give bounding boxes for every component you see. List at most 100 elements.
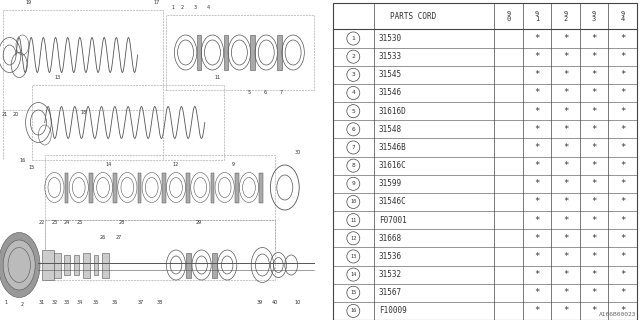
Text: 18: 18 (80, 110, 86, 115)
Text: 23: 23 (51, 220, 58, 225)
Bar (54, 252, 61, 277)
Text: F10009: F10009 (379, 307, 406, 316)
Text: *: * (591, 252, 596, 261)
Text: *: * (591, 234, 596, 243)
Text: 14: 14 (350, 272, 356, 277)
Text: *: * (591, 89, 596, 98)
Text: *: * (620, 252, 625, 261)
Text: *: * (534, 107, 540, 116)
Text: *: * (591, 288, 596, 297)
Text: *: * (563, 70, 568, 79)
Text: 9
0: 9 0 (506, 11, 511, 22)
Text: 2: 2 (21, 302, 24, 308)
Bar (65, 172, 68, 203)
Text: *: * (620, 125, 625, 134)
Text: 15: 15 (350, 290, 356, 295)
Text: *: * (591, 125, 596, 134)
Text: 36: 36 (112, 300, 118, 305)
Text: 19: 19 (26, 0, 32, 5)
Text: 40: 40 (272, 300, 278, 305)
Text: 3: 3 (194, 5, 196, 10)
Text: *: * (620, 52, 625, 61)
Text: 31548: 31548 (379, 125, 402, 134)
Text: *: * (620, 179, 625, 188)
Text: 31536: 31536 (379, 252, 402, 261)
Text: 10: 10 (294, 300, 301, 305)
Text: 31532: 31532 (379, 270, 402, 279)
Text: 25: 25 (77, 220, 83, 225)
Text: 11: 11 (214, 75, 221, 80)
Text: *: * (563, 216, 568, 225)
Text: 1: 1 (5, 300, 8, 305)
Text: 9
2: 9 2 (563, 11, 568, 22)
Bar (83, 252, 90, 277)
Text: 31599: 31599 (379, 179, 402, 188)
Text: 7: 7 (280, 90, 283, 95)
Text: *: * (620, 89, 625, 98)
Text: *: * (591, 143, 596, 152)
Text: 27: 27 (115, 235, 122, 240)
Text: 5: 5 (248, 90, 251, 95)
Text: 7: 7 (351, 145, 355, 150)
Text: 1: 1 (351, 36, 355, 41)
Text: 29: 29 (195, 220, 202, 225)
Text: *: * (591, 70, 596, 79)
Text: 15: 15 (29, 165, 35, 170)
Text: *: * (534, 307, 540, 316)
Bar (113, 172, 117, 203)
Text: *: * (620, 161, 625, 170)
Text: *: * (534, 89, 540, 98)
Text: *: * (534, 252, 540, 261)
Text: *: * (563, 288, 568, 297)
Text: 26: 26 (99, 235, 106, 240)
Bar (3, 10, 163, 110)
Text: 13: 13 (350, 254, 356, 259)
Text: 30: 30 (294, 150, 301, 155)
Text: *: * (534, 197, 540, 206)
Text: 32: 32 (51, 300, 58, 305)
Text: *: * (620, 70, 625, 79)
Text: 31668: 31668 (379, 234, 402, 243)
Text: *: * (620, 288, 625, 297)
Text: *: * (563, 270, 568, 279)
Text: *: * (620, 307, 625, 316)
Text: *: * (591, 107, 596, 116)
Text: 11: 11 (350, 218, 356, 223)
Text: *: * (563, 52, 568, 61)
Text: *: * (620, 197, 625, 206)
Text: 9
1: 9 1 (535, 11, 539, 22)
Text: 31616C: 31616C (379, 161, 406, 170)
Text: A166B00023: A166B00023 (599, 312, 637, 317)
Bar (259, 172, 263, 203)
Text: *: * (620, 216, 625, 225)
Text: *: * (620, 143, 625, 152)
Text: *: * (563, 179, 568, 188)
Text: *: * (591, 307, 596, 316)
Text: 35: 35 (93, 300, 99, 305)
Bar (45, 220, 275, 280)
Bar (102, 252, 109, 277)
Text: 31546C: 31546C (379, 197, 406, 206)
Bar (235, 172, 239, 203)
Text: 2: 2 (181, 5, 184, 10)
Text: *: * (563, 234, 568, 243)
Text: 31567: 31567 (379, 288, 402, 297)
Text: *: * (563, 34, 568, 43)
Text: 8: 8 (351, 163, 355, 168)
Circle shape (8, 247, 31, 283)
Text: 31530: 31530 (379, 34, 402, 43)
Text: 9: 9 (351, 181, 355, 186)
Text: 33: 33 (64, 300, 70, 305)
Text: *: * (591, 270, 596, 279)
Bar (196, 35, 202, 70)
Text: 12: 12 (173, 163, 179, 167)
Text: *: * (534, 216, 540, 225)
Text: *: * (591, 179, 596, 188)
Text: 38: 38 (157, 300, 163, 305)
Bar (186, 252, 191, 277)
Text: 31533: 31533 (379, 52, 402, 61)
Bar (32, 85, 224, 160)
Text: *: * (591, 52, 596, 61)
Text: *: * (563, 252, 568, 261)
Text: 2: 2 (351, 54, 355, 59)
